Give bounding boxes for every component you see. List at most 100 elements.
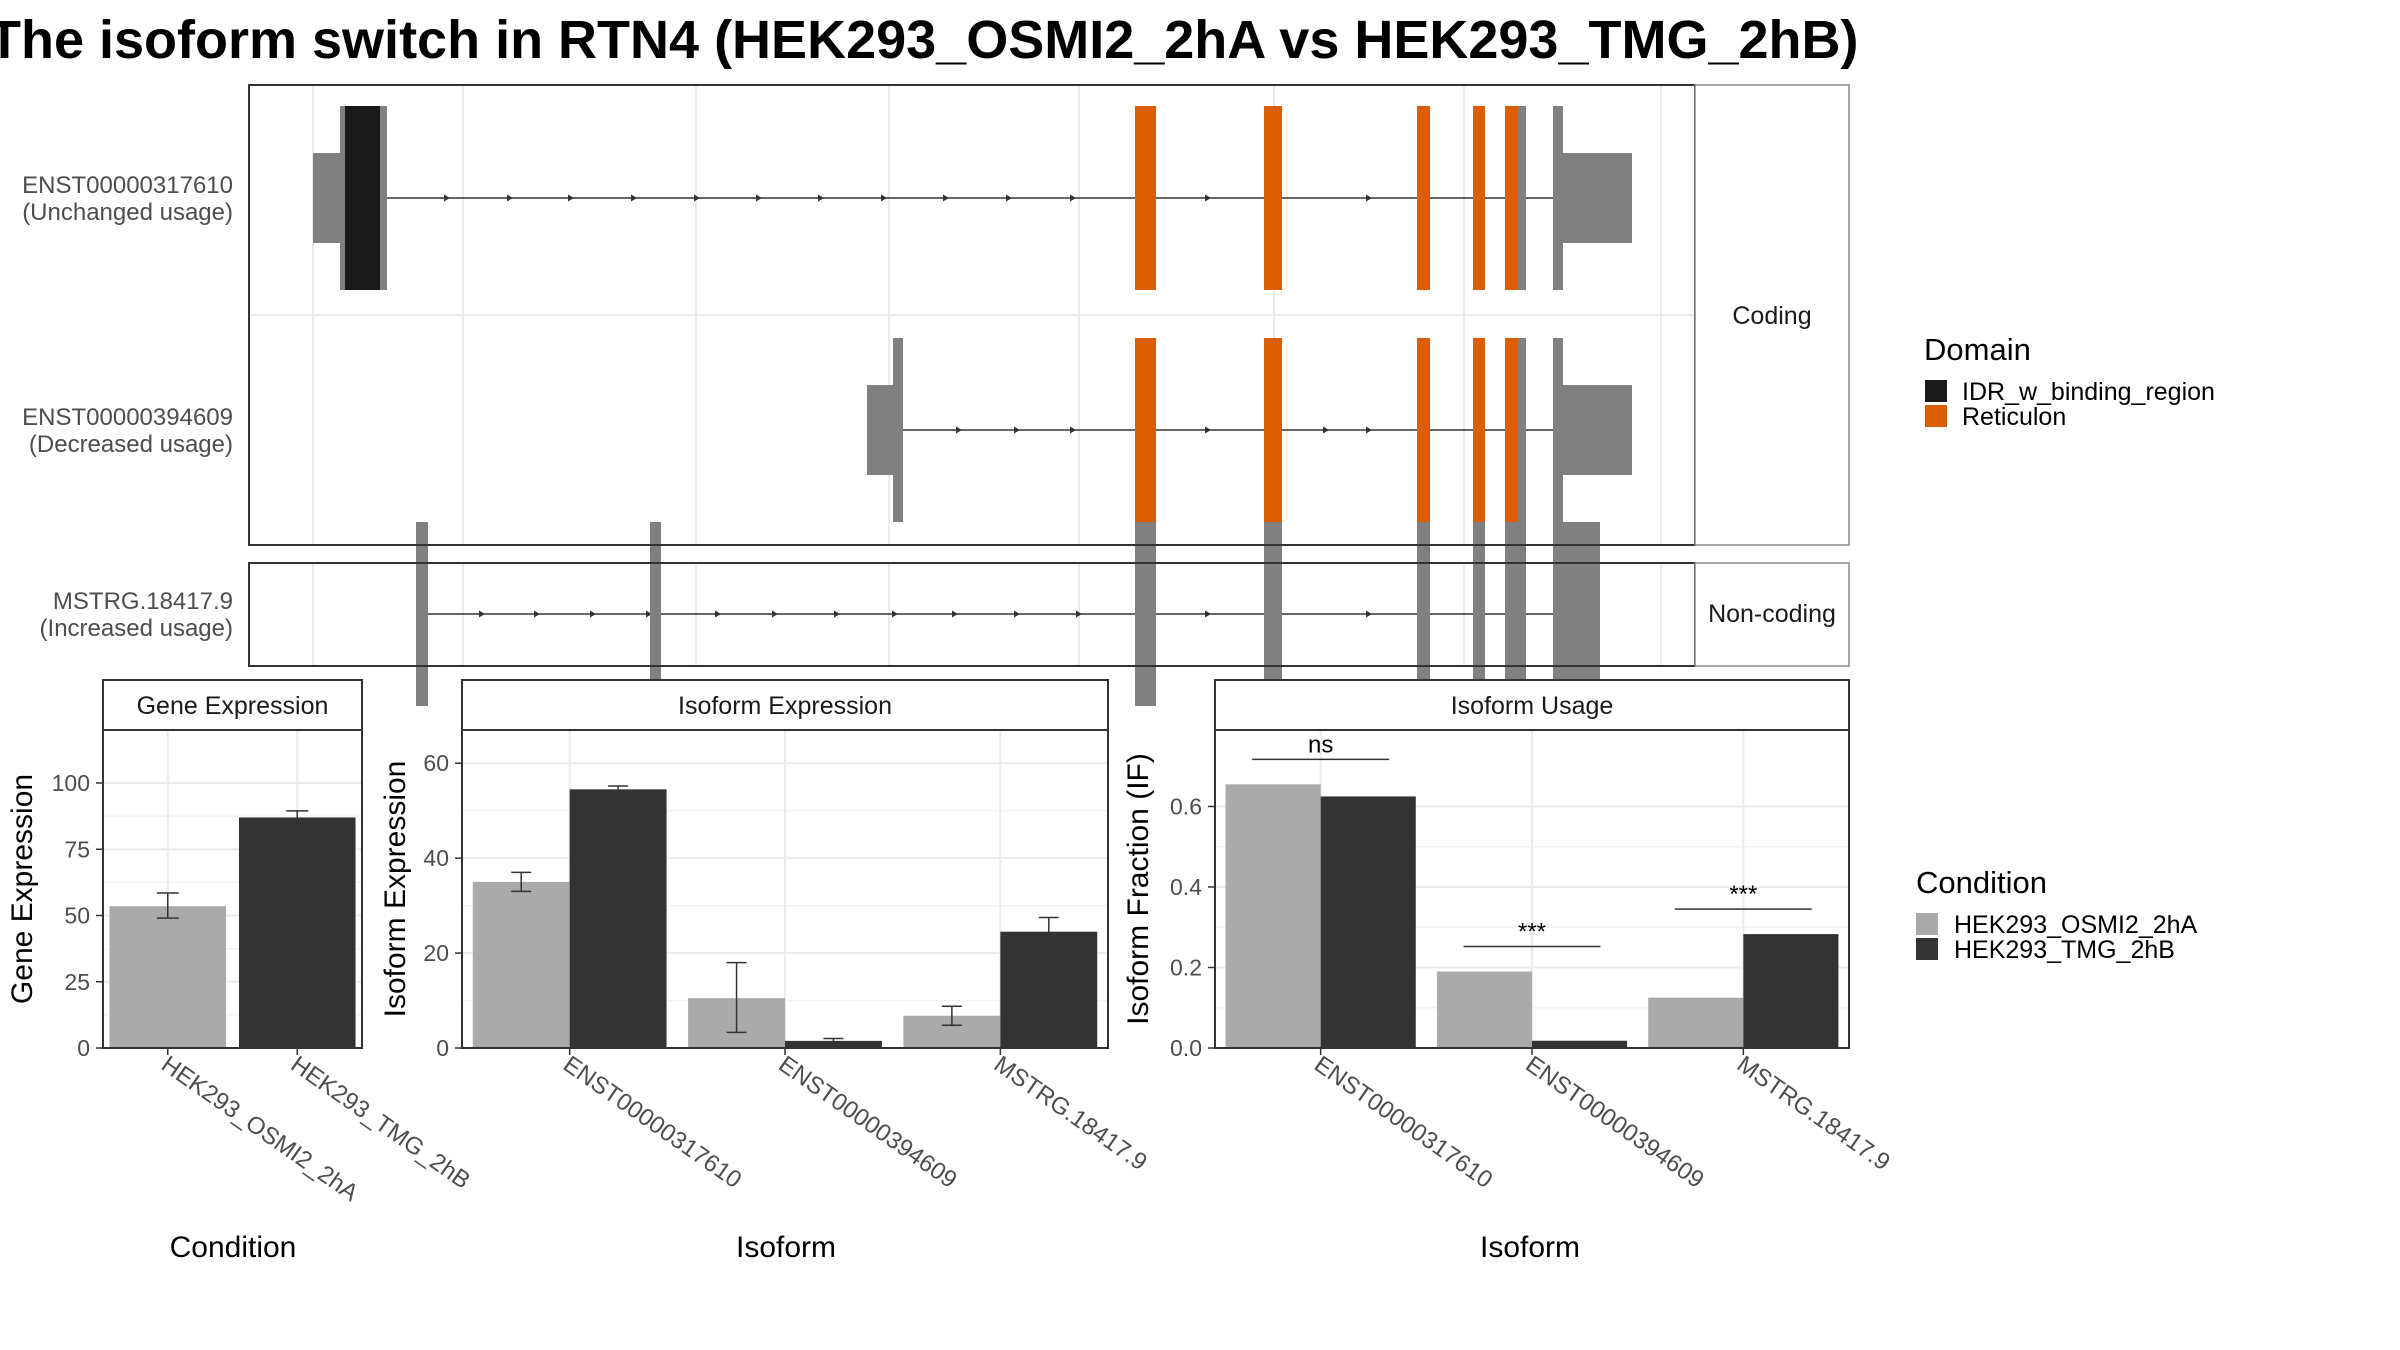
- domain-legend-title: Domain: [1924, 332, 2031, 367]
- plot-title: The isoform switch in RTN4 (HEK293_OSMI2…: [0, 10, 1859, 70]
- y-tick-label: 0.4: [1170, 874, 1202, 900]
- exon-reticulon: [1135, 106, 1156, 290]
- exon-reticulon: [1264, 106, 1282, 290]
- intron-arrow: [756, 194, 762, 202]
- y-tick-label: 0.6: [1170, 793, 1202, 819]
- exon: [1264, 522, 1282, 706]
- y-tick-label: 25: [64, 969, 90, 995]
- intron-arrow: [1076, 610, 1082, 618]
- intron-arrow: [956, 426, 962, 434]
- transcript-track: [313, 106, 1632, 290]
- intron-arrow: [1070, 194, 1076, 202]
- exon-reticulon: [1505, 338, 1518, 522]
- intron-arrow: [1070, 426, 1076, 434]
- exon: [1135, 522, 1156, 706]
- transcript-usage-label: (Decreased usage): [29, 431, 233, 458]
- intron-arrow: [1366, 610, 1372, 618]
- exon-reticulon: [1505, 106, 1518, 290]
- y-tick-label: 50: [64, 903, 90, 929]
- panel-title: Gene Expression: [137, 692, 329, 720]
- legend-label-idr: IDR_w_binding_region: [1962, 378, 2215, 406]
- transcript-id-label: ENST00000317610: [22, 172, 233, 199]
- bar-chart-panel: 0.0 0.2 0.4 0.6 ENST00000317610 ENST000003946…: [1122, 679, 1895, 1264]
- condition-legend: Condition HEK293_OSMI2_2hA HEK293_TMG_2h…: [1916, 865, 2198, 964]
- intron-arrow: [1014, 426, 1020, 434]
- intron-arrow: [534, 610, 540, 618]
- exon: [1518, 106, 1526, 290]
- y-tick-label: 0: [436, 1035, 449, 1061]
- intron-arrow: [631, 194, 637, 202]
- transcript-structure-panel: ENST00000317610(Unchanged usage) ENST0000…: [22, 84, 1850, 706]
- legend-label-condition-b: HEK293_TMG_2hB: [1954, 936, 2175, 964]
- exon: [867, 385, 897, 475]
- bar: [1743, 934, 1839, 1048]
- exon: [340, 106, 347, 290]
- condition-legend-title: Condition: [1916, 865, 2047, 900]
- exon: [1417, 522, 1430, 706]
- bar: [238, 817, 356, 1048]
- bar: [785, 1040, 882, 1048]
- transcript-id-label: ENST00000394609: [22, 404, 233, 431]
- legend-label-condition-a: HEK293_OSMI2_2hA: [1954, 911, 2198, 939]
- panel-strip: [1214, 679, 1850, 731]
- x-tick-label: ENST00000394609: [774, 1051, 962, 1194]
- intron-arrow: [646, 610, 652, 618]
- intron-arrow: [1014, 610, 1020, 618]
- intron-arrow: [772, 610, 778, 618]
- legend-key-condition-b: [1916, 938, 1938, 960]
- domain-legend: Domain IDR_w_binding_region Reticulon: [1924, 332, 2215, 431]
- intron-arrow: [694, 194, 700, 202]
- intron-arrow: [590, 610, 596, 618]
- exon-reticulon: [1135, 338, 1156, 522]
- facet-label-coding: Coding: [1732, 302, 1811, 330]
- x-tick-label: ENST00000394609: [1521, 1051, 1709, 1194]
- y-axis-title: Isoform Expression: [379, 761, 412, 1018]
- bar: [109, 906, 227, 1048]
- facet-strip-coding: [1694, 84, 1850, 546]
- bar: [569, 789, 667, 1048]
- panel-title: Isoform Expression: [678, 692, 892, 720]
- x-axis-title: Condition: [170, 1231, 297, 1264]
- intron-arrow: [715, 610, 721, 618]
- legend-key-idr: [1925, 380, 1947, 402]
- intron-arrow: [1205, 194, 1211, 202]
- y-axis-title: Isoform Fraction (IF): [1122, 753, 1155, 1025]
- intron-arrow: [568, 194, 574, 202]
- intron-arrow: [479, 610, 485, 618]
- significance-label: ***: [1729, 881, 1757, 908]
- y-tick-label: 75: [64, 836, 90, 862]
- exon: [313, 153, 345, 243]
- bar: [1225, 784, 1321, 1048]
- exon-reticulon: [1473, 106, 1485, 290]
- x-tick-label: ENST00000317610: [558, 1051, 746, 1194]
- intron-arrow: [507, 194, 513, 202]
- y-tick-label: 20: [423, 940, 449, 966]
- y-tick-label: 0.0: [1170, 1035, 1202, 1061]
- panel-title: Isoform Usage: [1451, 692, 1614, 720]
- intron-arrow: [1366, 194, 1372, 202]
- y-axis-title: Gene Expression: [6, 774, 39, 1004]
- facet-label-noncoding: Non-coding: [1708, 600, 1836, 628]
- y-tick-label: 0.2: [1170, 954, 1202, 980]
- intron-arrow: [834, 610, 840, 618]
- exon: [416, 522, 428, 706]
- intron-arrow: [1323, 426, 1329, 434]
- bar: [1648, 997, 1744, 1048]
- exon: [1505, 522, 1526, 706]
- intron-arrow: [892, 610, 898, 618]
- transcript-usage-label: (Unchanged usage): [22, 199, 233, 226]
- legend-key-reticulon: [1925, 405, 1947, 427]
- bar: [472, 881, 570, 1048]
- exon: [650, 522, 661, 706]
- intron-arrow: [1006, 194, 1012, 202]
- x-axis-title: Isoform: [1480, 1231, 1580, 1264]
- intron-arrow: [881, 194, 887, 202]
- exon-idr-binding-region: [345, 106, 380, 290]
- bar: [1000, 931, 1098, 1048]
- intron-arrow: [952, 610, 958, 618]
- significance-label: ***: [1518, 919, 1546, 946]
- x-tick-label: MSTRG.18417.9: [989, 1051, 1152, 1176]
- intron-arrow: [444, 194, 450, 202]
- intron-arrow: [943, 194, 949, 202]
